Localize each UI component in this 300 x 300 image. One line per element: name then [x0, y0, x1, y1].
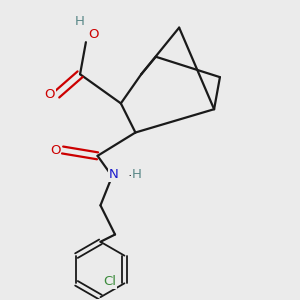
Text: O: O [44, 88, 55, 101]
Text: H: H [132, 168, 142, 181]
Text: O: O [50, 143, 61, 157]
Text: Cl: Cl [103, 275, 116, 288]
Text: -: - [128, 170, 132, 180]
Text: N: N [109, 168, 118, 181]
Text: O: O [88, 28, 98, 41]
Text: H: H [75, 15, 85, 28]
